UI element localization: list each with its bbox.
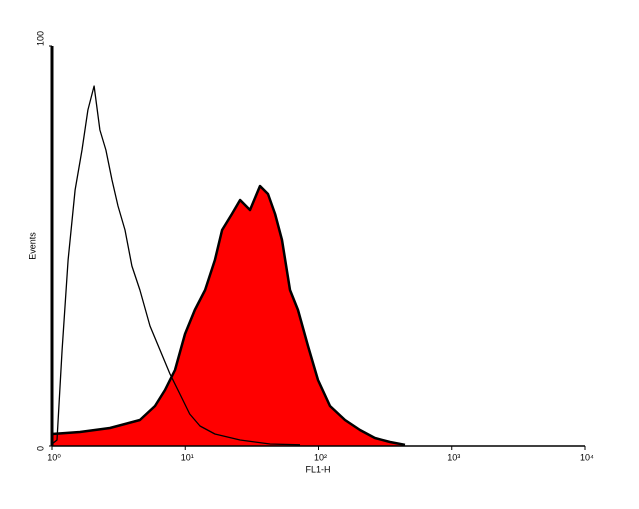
y-tick-label: 100 (35, 31, 45, 46)
x-tick-label: 10⁴ (580, 452, 594, 462)
histogram-outline (51, 184, 406, 447)
x-tick-label: 10³ (447, 452, 460, 462)
y-axis-label: Events (27, 232, 37, 260)
x-tick-label: 10² (314, 452, 327, 462)
y-tick-label: 0 (35, 446, 45, 451)
x-axis-label: FL1-H (305, 464, 330, 474)
histogram-area (52, 186, 405, 446)
histogram-line (51, 85, 301, 446)
x-tick-label: 10⁰ (47, 452, 61, 462)
x-tick-label: 10¹ (181, 452, 194, 462)
